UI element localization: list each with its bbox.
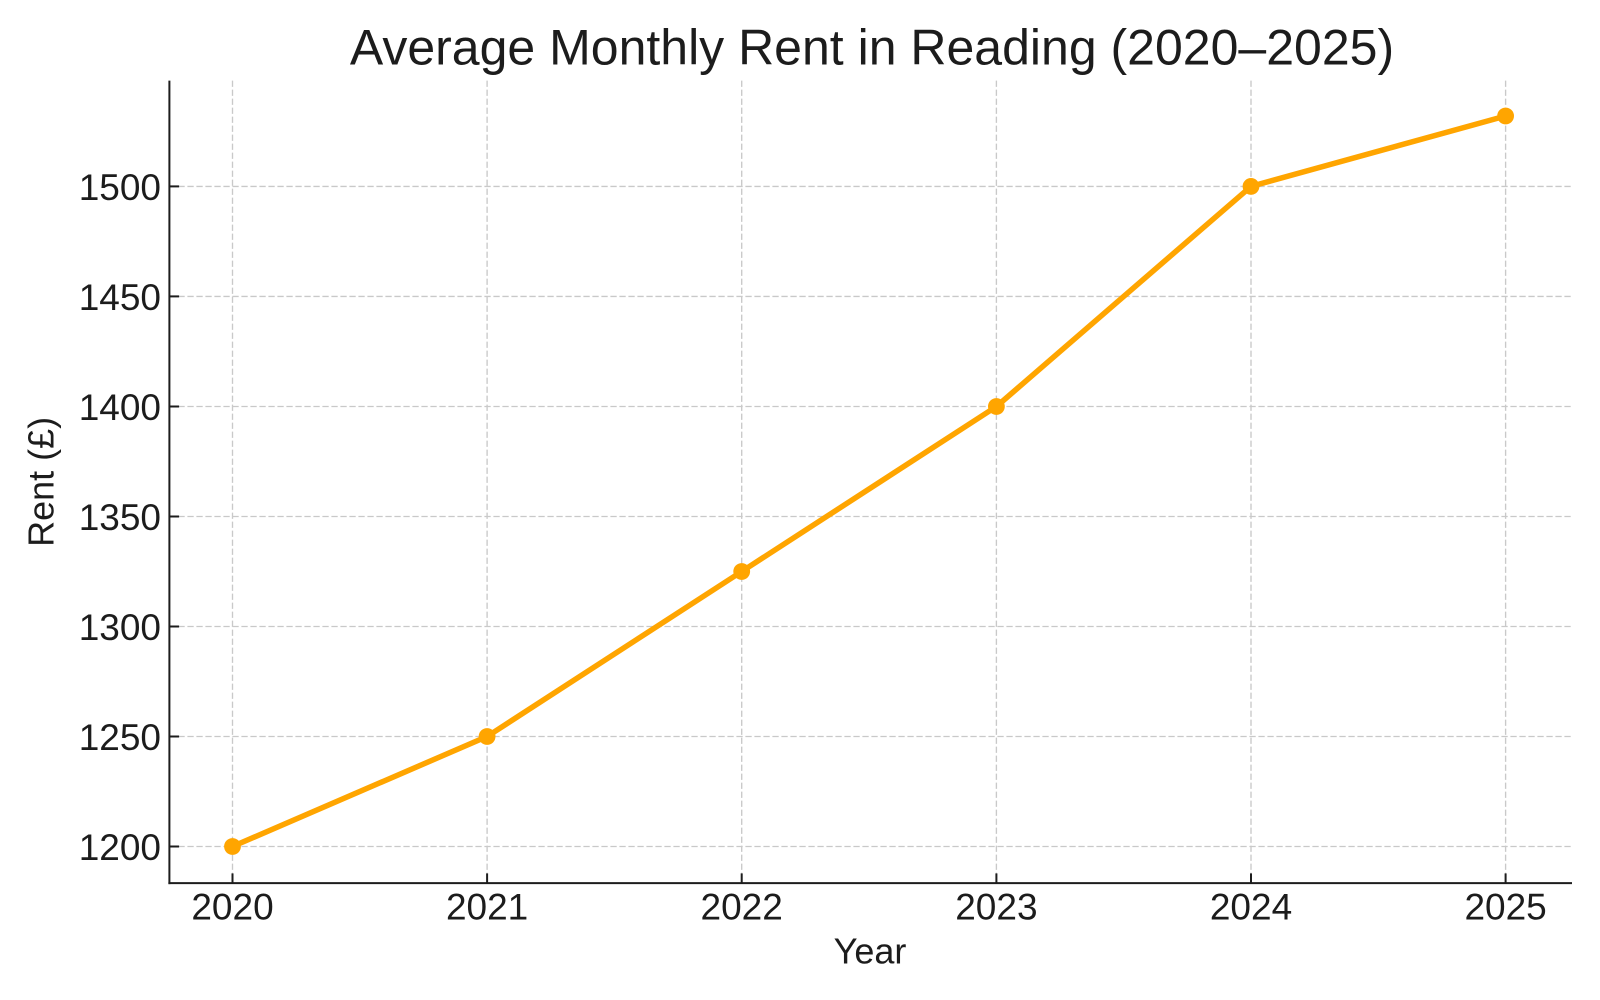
svg-text:1350: 1350 [79, 497, 161, 538]
svg-text:1250: 1250 [79, 717, 161, 758]
svg-text:1200: 1200 [79, 827, 161, 868]
svg-text:1500: 1500 [79, 167, 161, 208]
svg-text:2022: 2022 [701, 886, 783, 927]
svg-text:1450: 1450 [79, 277, 161, 318]
svg-text:Rent (£): Rent (£) [20, 417, 61, 547]
svg-text:1300: 1300 [79, 607, 161, 648]
svg-text:2024: 2024 [1210, 886, 1292, 927]
svg-text:2023: 2023 [955, 886, 1037, 927]
svg-text:Year: Year [834, 931, 907, 972]
svg-text:Average Monthly Rent in Readin: Average Monthly Rent in Reading (2020–20… [350, 20, 1394, 76]
svg-text:2025: 2025 [1464, 886, 1546, 927]
svg-text:2020: 2020 [191, 886, 273, 927]
svg-text:2021: 2021 [446, 886, 528, 927]
svg-text:1400: 1400 [79, 387, 161, 428]
